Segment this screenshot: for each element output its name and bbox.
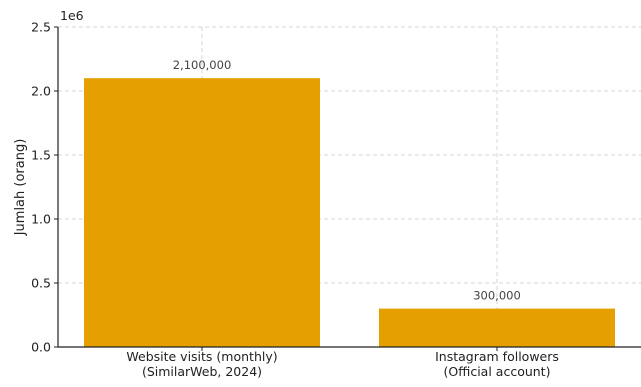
y-tick-label: 0.5 xyxy=(31,276,51,291)
x-tick-label: Website visits (monthly) xyxy=(126,349,277,364)
x-tick-label: (SimilarWeb, 2024) xyxy=(142,364,262,379)
axes-group xyxy=(57,27,641,348)
y-tick-label: 1.5 xyxy=(31,148,51,163)
bars-group xyxy=(84,78,615,347)
y-tick-label: 0.0 xyxy=(31,340,51,355)
y-tick-label: 2.0 xyxy=(31,84,51,99)
bar xyxy=(84,78,320,347)
y-ticks-group: 0.0 0.5 1.0 1.5 2.0 2.5 xyxy=(31,20,58,355)
y-axis-offset-label: 1e6 xyxy=(60,8,84,23)
x-ticks-group: Website visits (monthly)(SimilarWeb, 202… xyxy=(126,347,559,379)
bar-value-label: 2,100,000 xyxy=(173,58,232,72)
y-tick-label: 2.5 xyxy=(31,20,51,35)
y-axis-label: Jumlah (orang) xyxy=(13,139,28,237)
bar xyxy=(379,308,615,347)
x-tick-label: Instagram followers xyxy=(435,349,559,364)
data-labels-group: 2,100,000 300,000 xyxy=(173,58,521,302)
y-tick-label: 1.0 xyxy=(31,212,51,227)
x-tick-label: (Official account) xyxy=(444,364,551,379)
bar-value-label: 300,000 xyxy=(473,289,521,303)
